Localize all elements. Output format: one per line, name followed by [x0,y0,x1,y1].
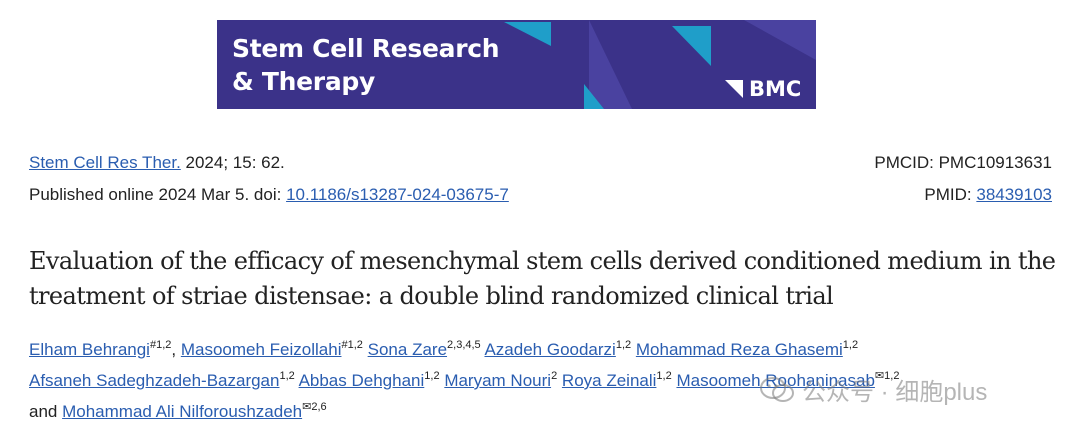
author-list: Elham Behrangi#1,2, Masoomeh Feizollahi#… [29,339,900,422]
author-link[interactable]: Maryam Nouri [444,371,552,390]
author-link[interactable]: Mohammad Ali Nilforoushzadeh [62,402,303,421]
author-link[interactable]: Mohammad Reza Ghasemi [635,340,843,359]
doi-link[interactable]: 10.1186/s13287-024-03675-7 [286,185,509,204]
journal-name-line2: & Therapy [232,67,376,96]
citation-volume: 2024; 15: 62. [180,153,285,172]
author-link[interactable]: Abbas Dehghani [298,371,425,390]
author-affiliation: 1,2 [615,339,632,351]
bmc-square-icon [725,80,743,98]
article-title: Evaluation of the efficacy of mesenchyma… [29,247,1056,310]
author-affiliation: 2 [551,370,558,382]
author-affiliation: #1,2 [149,339,172,351]
author-link[interactable]: Masoomeh Feizollahi [180,340,342,359]
author-affiliation: #1,2 [341,339,363,351]
pmid-link[interactable]: 38439103 [976,185,1052,204]
citation-line: Stem Cell Res Ther. 2024; 15: 62. [29,152,285,174]
watermark: 公众号 · 细胞plus [760,372,987,407]
published-text: Published online 2024 Mar 5. doi: [29,185,287,204]
author-affiliation: 2,3,4,5 [447,339,481,351]
journal-name-line1: Stem Cell Research [232,34,500,63]
pmid-label: PMID: [924,185,977,204]
author-affiliation: 1,2 [656,370,672,382]
journal-link[interactable]: Stem Cell Res Ther. [29,153,181,172]
journal-name: Stem Cell Research & Therapy [232,32,500,98]
pmid-line: PMID: 38439103 [924,184,1052,206]
author-link[interactable]: Roya Zeinali [561,371,657,390]
author-link[interactable]: Masoomeh Roohaninasab [676,371,875,390]
bmc-logo: BMC [725,77,801,101]
author-affiliation: ✉2,6 [302,401,327,413]
author-affiliation: ✉1,2 [874,370,900,382]
author-link[interactable]: Elham Behrangi [29,340,150,359]
watermark-text: 公众号 · 细胞plus [802,379,988,406]
author-link[interactable]: Sona Zare [367,340,448,359]
author-affiliation: 1,2 [424,370,440,382]
banner-triangles-decoration [504,20,816,109]
author-link[interactable]: Azadeh Goodarzi [484,340,616,359]
authors-and: and [29,402,63,421]
journal-banner: Stem Cell Research & Therapy BMC [217,20,816,109]
author-link[interactable]: Afsaneh Sadeghzadeh-Bazargan [29,371,280,390]
wechat-icon [760,376,794,402]
author-affiliation: 1,2 [279,370,295,382]
pmcid: PMCID: PMC10913631 [874,153,1052,172]
author-affiliation: 1,2 [842,339,859,351]
bmc-text: BMC [749,77,802,101]
published-line: Published online 2024 Mar 5. doi: 10.118… [29,184,509,206]
